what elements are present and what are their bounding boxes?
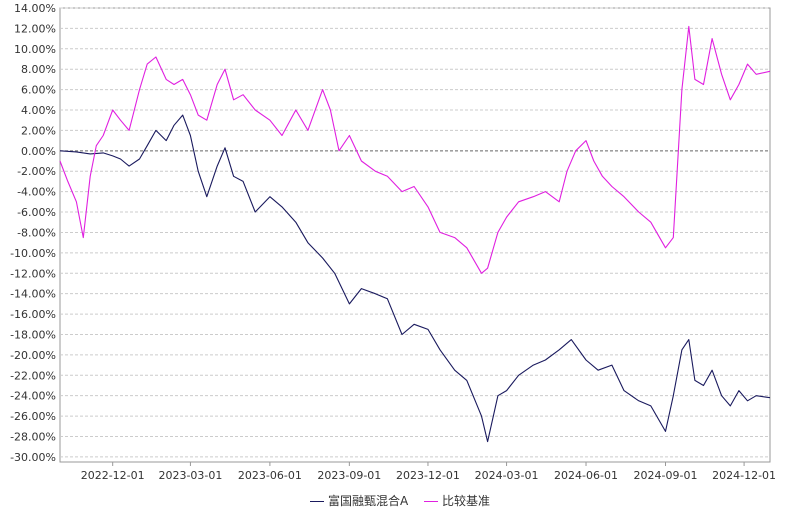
y-tick-label: 4.00% <box>21 104 56 117</box>
x-tick-label: 2023-03-01 <box>158 469 222 482</box>
y-tick-label: -16.00% <box>10 308 56 321</box>
x-tick-label: 2024-03-01 <box>475 469 539 482</box>
y-tick-label: -18.00% <box>10 328 56 341</box>
y-tick-label: -14.00% <box>10 288 56 301</box>
y-tick-label: -10.00% <box>10 247 56 260</box>
y-tick-label: 12.00% <box>14 22 56 35</box>
y-tick-label: -6.00% <box>17 206 56 219</box>
y-tick-label: 14.00% <box>14 2 56 15</box>
x-tick-label: 2023-12-01 <box>396 469 460 482</box>
legend-label-benchmark: 比较基准 <box>442 494 491 508</box>
y-tick-label: 2.00% <box>21 124 56 137</box>
legend: 富国融甄混合A 比较基准 <box>0 492 800 509</box>
y-tick-label: 10.00% <box>14 43 56 56</box>
legend-item-benchmark: 比较基准 <box>424 492 490 509</box>
x-tick-label: 2023-09-01 <box>317 469 381 482</box>
y-tick-label: -26.00% <box>10 410 56 423</box>
x-tick-label: 2022-12-01 <box>81 469 145 482</box>
y-tick-label: 8.00% <box>21 63 56 76</box>
legend-swatch-fund <box>309 501 324 502</box>
legend-label-fund: 富国融甄混合A <box>327 494 409 508</box>
plot-area <box>59 7 771 463</box>
y-tick-label: -24.00% <box>10 390 56 403</box>
y-tick-label: -4.00% <box>17 186 56 199</box>
y-tick-label: -22.00% <box>10 369 56 382</box>
x-tick-label: 2023-06-01 <box>238 469 302 482</box>
x-tick-label: 2024-12-01 <box>712 469 776 482</box>
y-tick-label: -8.00% <box>17 226 56 239</box>
legend-item-fund: 富国融甄混合A <box>309 492 409 509</box>
y-tick-label: 0.00% <box>21 145 56 158</box>
series-line-fund <box>59 114 771 443</box>
legend-swatch-benchmark <box>424 501 439 502</box>
y-tick-label: 6.00% <box>21 84 56 97</box>
y-tick-label: -20.00% <box>10 349 56 362</box>
series-line-benchmark <box>59 25 771 274</box>
y-tick-label: -2.00% <box>17 165 56 178</box>
x-tick-label: 2024-09-01 <box>634 469 698 482</box>
y-tick-label: -28.00% <box>10 430 56 443</box>
y-tick-label: -12.00% <box>10 267 56 280</box>
x-tick-label: 2024-06-01 <box>554 469 618 482</box>
y-tick-label: -30.00% <box>10 451 56 464</box>
